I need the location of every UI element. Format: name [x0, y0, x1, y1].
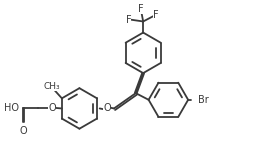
Text: F: F — [138, 4, 144, 14]
Text: O: O — [19, 126, 27, 136]
Text: O: O — [48, 103, 56, 113]
Text: F: F — [153, 10, 159, 19]
Text: CH₃: CH₃ — [44, 82, 61, 91]
Text: Br: Br — [198, 95, 208, 105]
Text: HO: HO — [4, 103, 20, 113]
Text: F: F — [126, 15, 131, 25]
Text: O: O — [103, 103, 111, 114]
